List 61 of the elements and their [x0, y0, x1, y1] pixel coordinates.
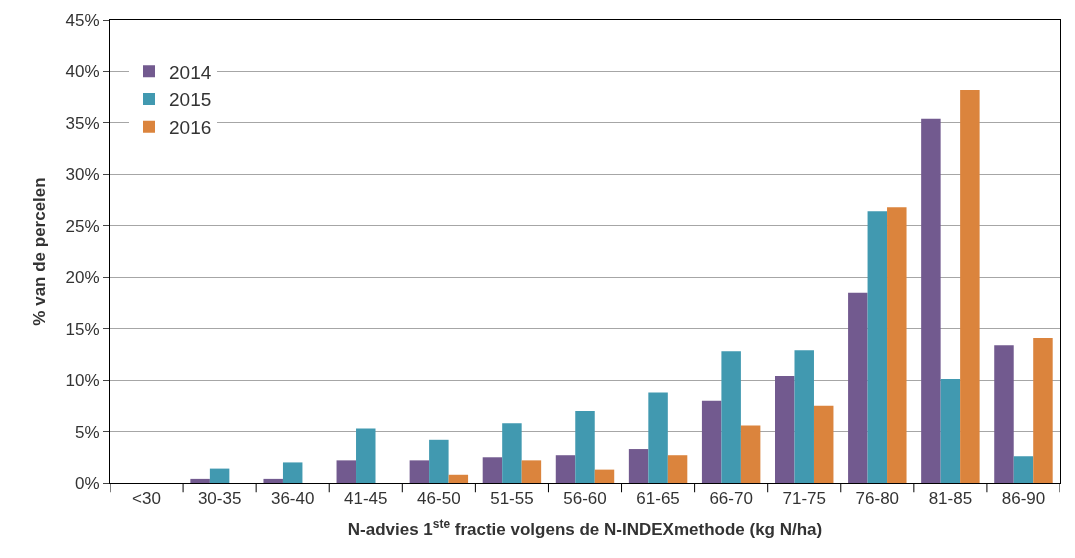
bar [263, 478, 283, 483]
x-tick-label: 46-50 [417, 489, 461, 509]
x-tick-label: 56-60 [563, 489, 607, 509]
bar [429, 439, 449, 483]
y-tick-label: 15% [65, 319, 100, 339]
bar [555, 455, 576, 483]
bar [740, 425, 761, 483]
bar [867, 211, 888, 483]
bar [921, 118, 941, 483]
x-tick-label: 41-45 [344, 489, 388, 509]
bar [794, 350, 814, 483]
x-tick-label: 51-55 [490, 489, 534, 509]
bar [960, 89, 980, 483]
legend-label: 2016 [169, 117, 212, 139]
bar [482, 457, 503, 483]
bar [1033, 337, 1053, 483]
legend-label: 2014 [169, 61, 212, 83]
x-tick-label: 86-90 [1001, 489, 1046, 509]
y-tick-label: 25% [65, 216, 100, 236]
bar [521, 460, 542, 483]
y-tick-label: 40% [65, 62, 100, 82]
y-tick-label: 0% [75, 473, 100, 493]
legend-label: 2015 [169, 89, 212, 111]
y-tick-label: 5% [75, 422, 100, 442]
y-tick-label: 20% [65, 268, 100, 288]
bar [502, 423, 522, 483]
bar [701, 400, 722, 483]
bar [356, 428, 376, 483]
x-tick-label: 61-65 [636, 489, 680, 509]
bar [575, 410, 595, 483]
bar [209, 468, 230, 483]
y-axis-title: % van de percelen [30, 177, 50, 326]
x-tick-label: 71-75 [782, 489, 826, 509]
bar [282, 462, 303, 483]
bar [667, 455, 688, 483]
bar [648, 392, 668, 483]
bar [887, 207, 907, 483]
bar [409, 460, 430, 483]
bar [594, 469, 615, 483]
x-axis-title: N-advies 1$^{ste}$ fractie volgens de N-INDEXmethode (kg N/ha) [347, 516, 823, 539]
bar [721, 351, 741, 483]
bar [775, 376, 795, 483]
x-tick-label: 66-70 [709, 489, 753, 509]
bar [1013, 456, 1034, 483]
bar [448, 474, 469, 483]
bar [813, 405, 834, 483]
bar [848, 292, 868, 483]
y-tick-label: 45% [65, 10, 100, 30]
x-tick-label: 30-35 [197, 489, 242, 509]
y-tick-label: 30% [65, 165, 100, 185]
y-tick-label: 10% [65, 371, 100, 391]
x-tick-label: 81-85 [928, 489, 973, 509]
x-tick-label: 36-40 [270, 489, 315, 509]
bar [190, 478, 210, 483]
x-tick-label: <30 [132, 489, 161, 509]
bar [994, 345, 1014, 483]
y-tick-label: 35% [65, 113, 100, 133]
x-tick-label: 76-80 [855, 489, 900, 509]
bar [940, 379, 961, 483]
bar [336, 460, 357, 483]
bar [628, 449, 649, 483]
